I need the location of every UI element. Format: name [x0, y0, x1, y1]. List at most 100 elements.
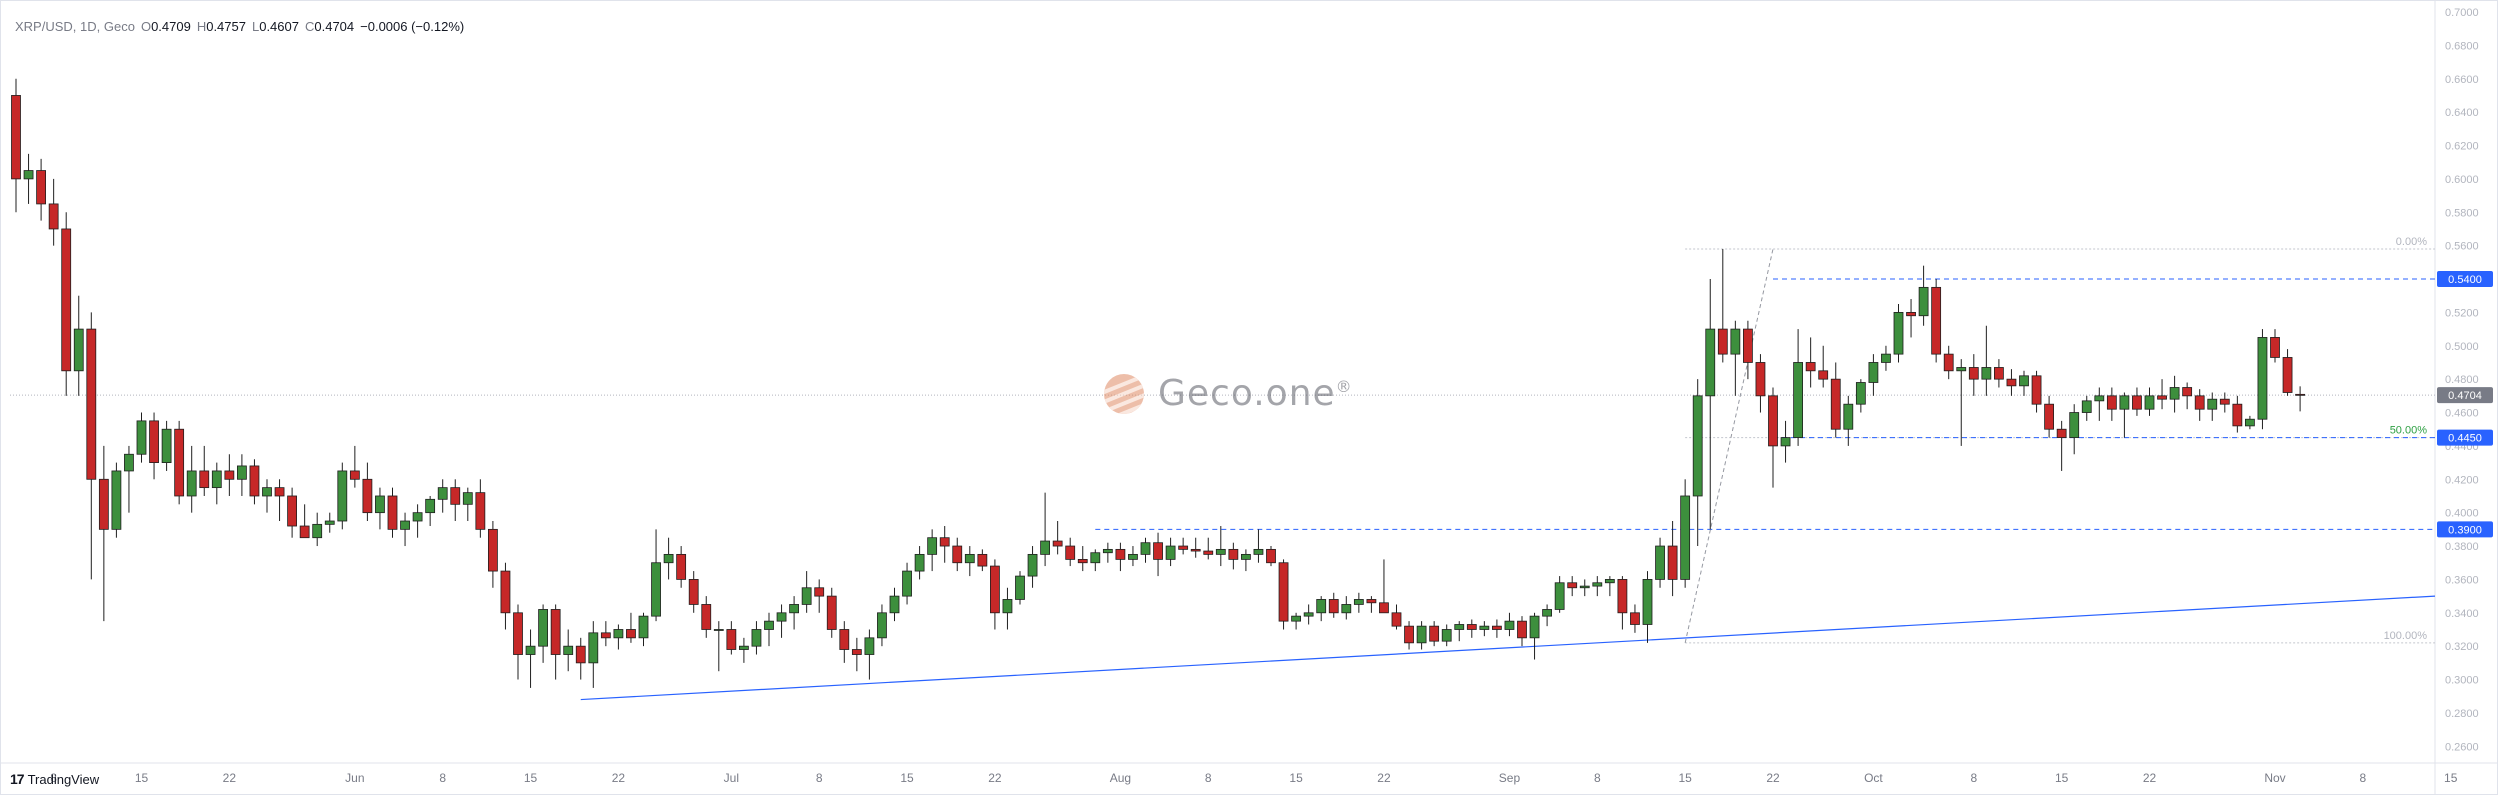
- candle-up: [462, 487, 473, 522]
- time-tick-label: Aug: [1110, 771, 1131, 785]
- candle-down: [1153, 532, 1163, 577]
- candle-up: [1680, 479, 1691, 588]
- candle-body: [73, 328, 84, 372]
- candle-body: [688, 579, 699, 605]
- time-tick-label: 8: [1970, 771, 1977, 785]
- candle-down: [1391, 604, 1402, 630]
- candle-body: [1102, 548, 1113, 554]
- time-tick-label: Oct: [1864, 771, 1883, 785]
- candle-body: [588, 632, 599, 664]
- candle-body: [349, 470, 360, 480]
- candle-down: [1517, 616, 1527, 647]
- time-tick-label: Nov: [2264, 771, 2285, 785]
- candle-down: [1755, 354, 1766, 413]
- candle-body: [1190, 548, 1201, 552]
- candle-body: [1517, 620, 1527, 639]
- candle-body: [538, 609, 548, 647]
- candle-body: [613, 629, 624, 639]
- candle-up: [1504, 612, 1515, 637]
- candle-body: [23, 170, 34, 180]
- candle-down: [199, 445, 210, 496]
- symbol-label[interactable]: XRP/USD, 1D, Geco: [15, 19, 135, 34]
- price-tick-label: 0.2600: [2445, 741, 2479, 753]
- candle-down: [2044, 395, 2054, 438]
- open-value: 0.4709: [151, 19, 191, 34]
- candle-up: [914, 546, 925, 580]
- candle-down: [550, 604, 561, 680]
- last-price-tag: [2437, 387, 2493, 404]
- candle-down: [1366, 596, 1377, 613]
- candle-down: [1266, 546, 1276, 567]
- candle-up: [236, 454, 247, 496]
- candle-down: [387, 487, 398, 538]
- candle-body: [1504, 620, 1515, 630]
- candle-up: [663, 537, 674, 580]
- candle-down: [2270, 329, 2280, 363]
- candle-body: [1843, 403, 1854, 430]
- candle-down: [575, 637, 586, 680]
- candle-body: [1743, 328, 1753, 363]
- price-tick-label: 0.6200: [2445, 141, 2479, 153]
- candle-body: [312, 523, 323, 539]
- candle-body: [274, 487, 285, 497]
- candle-body: [1554, 582, 1565, 610]
- candle-up: [889, 587, 900, 622]
- candle-up: [312, 512, 323, 547]
- candle-up: [1655, 537, 1665, 588]
- candle-down: [1328, 592, 1339, 618]
- candle-body: [1567, 582, 1578, 589]
- candle-up: [1529, 612, 1540, 660]
- candle-body: [1994, 367, 2004, 380]
- high-value: 0.4757: [206, 19, 246, 34]
- candle-body: [1642, 579, 1653, 625]
- candle-down: [676, 546, 687, 588]
- price-tick-label: 0.6000: [2445, 174, 2479, 186]
- candle-body: [1680, 495, 1691, 580]
- candle-body: [236, 465, 247, 480]
- candle-up: [2144, 387, 2155, 416]
- candle-up: [1303, 604, 1314, 625]
- price-tick-label: 0.6600: [2445, 74, 2479, 86]
- price-tick-label: 0.3600: [2445, 574, 2479, 586]
- candle-body: [1805, 362, 1816, 372]
- candle-up: [412, 504, 423, 538]
- candle-up: [1592, 576, 1603, 597]
- low-label: L: [251, 19, 260, 34]
- tradingview-logo-icon: 17: [10, 771, 25, 787]
- candle-body: [1466, 624, 1477, 630]
- candle-down: [174, 420, 185, 505]
- candle-body: [638, 615, 649, 639]
- candle-body: [1655, 545, 1665, 580]
- candle-down: [249, 459, 260, 505]
- candle-body: [161, 428, 172, 464]
- candle-up: [1027, 546, 1038, 588]
- candle-body: [1178, 545, 1189, 550]
- time-tick-label: 22: [1766, 771, 1780, 785]
- candle-up: [400, 512, 410, 547]
- high-label: H: [196, 19, 207, 34]
- candle-body: [1881, 353, 1891, 363]
- price-level-tag-label: 0.5400: [2448, 274, 2482, 286]
- candle-up: [2019, 370, 2029, 396]
- candle-body: [2006, 378, 2017, 387]
- candle-body: [11, 95, 21, 180]
- price-level-tag: [2437, 429, 2493, 446]
- candle-body: [1542, 609, 1552, 617]
- candle-body: [86, 328, 97, 480]
- candle-body: [864, 637, 875, 655]
- candle-body: [1768, 395, 1778, 447]
- candle-up: [563, 629, 574, 672]
- drawing-lines: [580, 248, 2436, 701]
- candle-up: [1868, 354, 1879, 396]
- price-tick-label: 0.3200: [2445, 641, 2479, 653]
- price-tick-label: 0.4800: [2445, 374, 2479, 386]
- candle-body: [513, 612, 523, 655]
- candle-up: [1015, 571, 1025, 605]
- price-tick-label: 0.5600: [2445, 241, 2479, 253]
- fib-level-label: 50.00%: [2390, 425, 2428, 437]
- candle-up: [1128, 546, 1138, 567]
- tradingview-footer[interactable]: 17 TradingView: [10, 771, 99, 787]
- candle-body: [1479, 625, 1490, 630]
